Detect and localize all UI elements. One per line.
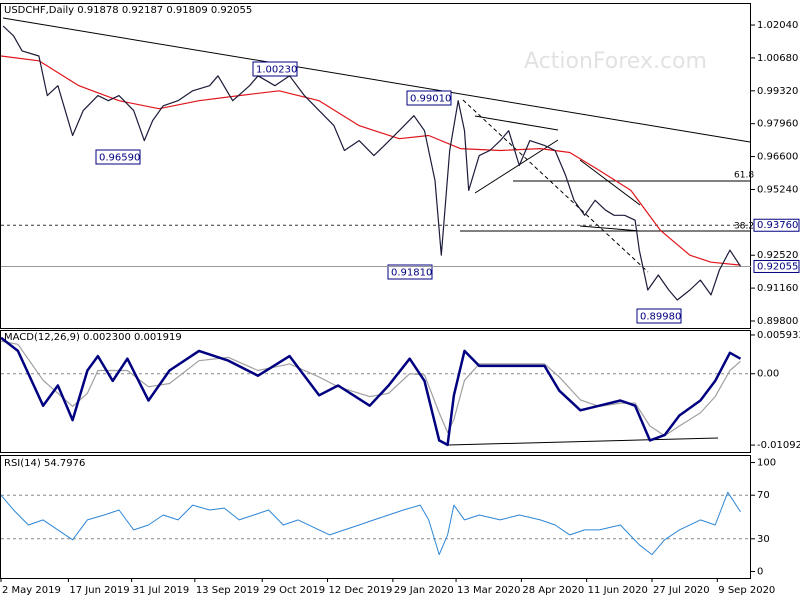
annotation: 1.00230 (256, 65, 297, 76)
rsi-panel (0, 455, 751, 579)
annotation-box (406, 90, 452, 106)
x-tick-label: 9 Sep 2020 (718, 585, 775, 596)
y-tick-label: 0.00 (757, 369, 779, 380)
y-tick-label: 0.95240 (757, 184, 798, 195)
trend-line (2, 17, 751, 143)
trend-line (474, 115, 559, 131)
watermark: ActionForex.com (524, 49, 707, 74)
y-tick-label: 30 (757, 534, 770, 545)
rsi-title: RSI(14) 54.7976 (4, 458, 85, 469)
series-line (0, 491, 741, 556)
level-label: 0.93760 (757, 220, 798, 231)
annotation: 0.99010 (410, 94, 451, 105)
y-tick-label: 0.97960 (757, 119, 798, 130)
x-tick-label: 28 Apr 2020 (522, 585, 584, 596)
annotation-box (387, 264, 433, 280)
annotation-box (95, 149, 141, 165)
annotations: 1.00230 0.99010 0.96590 0.91810 0.89980 … (95, 61, 754, 324)
trend-lines (2, 17, 751, 446)
annotation: 0.91810 (391, 268, 432, 279)
series-line (2, 25, 742, 301)
fib-label: 61.8 (734, 171, 754, 181)
trend-line (579, 225, 641, 232)
annotation: 0.89980 (640, 312, 681, 323)
y-tick-label: 1.02040 (757, 20, 798, 31)
x-tick-label: 29 Jan 2020 (394, 585, 454, 596)
trend-line (579, 159, 641, 206)
annotation-box (636, 308, 682, 324)
x-tick-label: 17 Jun 2019 (69, 585, 129, 596)
trend-line (462, 99, 649, 273)
y-tick-label: 0.99320 (757, 86, 798, 97)
y-tick-label: 0.005933 (757, 330, 800, 341)
y-tick-label: 0.89800 (757, 316, 798, 327)
annotation: 0.96590 (99, 153, 140, 164)
chart-title: USDCHF,Daily 0.91878 0.92187 0.91809 0.9… (4, 5, 252, 16)
macd-panel (0, 330, 751, 453)
x-tick-label: 2 May 2019 (2, 585, 61, 596)
x-tick-label: 12 Dec 2019 (329, 585, 393, 596)
trend-line (447, 437, 719, 446)
annotation-box (252, 61, 298, 77)
y-tick-label: 70 (757, 490, 770, 501)
price-panel (0, 3, 751, 329)
macd-title: MACD(12,26,9) 0.002300 0.001919 (4, 332, 182, 343)
series-line (0, 55, 741, 266)
y-tick-label: 0.91160 (757, 283, 798, 294)
fib-label: 38.2 (734, 222, 754, 232)
y-tick-label: 100 (757, 458, 776, 469)
x-tick-label: 31 Jul 2019 (133, 585, 190, 596)
series-line (0, 336, 742, 447)
level-label-box (753, 218, 800, 232)
level-label: 0.92055 (757, 261, 798, 272)
y-tick-label: 0 (757, 566, 763, 577)
x-tick-label: 27 Jul 2020 (653, 585, 710, 596)
x-tick-label: 13 Mar 2020 (457, 585, 520, 596)
x-tick-label: 11 Jun 2020 (588, 585, 648, 596)
y-tick-label: 0.96600 (757, 152, 798, 163)
y-tick-label: 0.92520 (757, 250, 798, 261)
y-tick-label: 1.00680 (757, 53, 798, 64)
level-label-box (753, 259, 800, 273)
x-tick-label: 29 Oct 2019 (263, 585, 325, 596)
x-tick-label: 13 Sep 2019 (196, 585, 259, 596)
